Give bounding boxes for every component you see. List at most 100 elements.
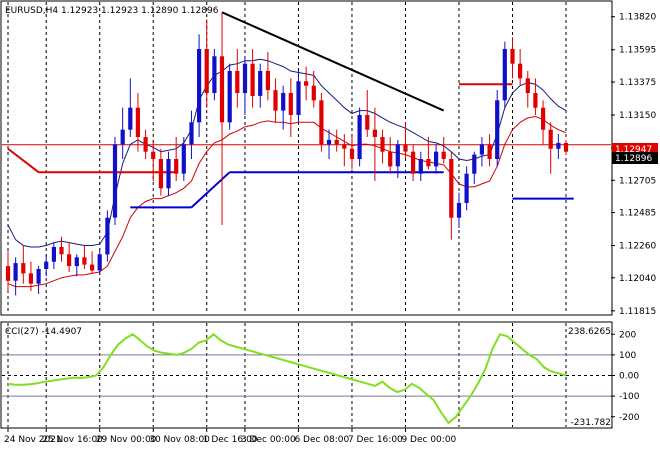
candle-body <box>288 93 293 115</box>
price-layer <box>2 2 611 314</box>
price-tick-label: 1.12705 <box>619 176 656 186</box>
candle-body <box>36 269 41 284</box>
candle-body <box>13 263 18 281</box>
x-tick-label: 6 Dec 08:00 <box>294 435 349 445</box>
candle-body <box>151 151 156 159</box>
cci-tick-label: 0.00 <box>619 372 639 382</box>
candle-body <box>548 129 553 149</box>
candle-body <box>135 107 140 137</box>
candle-body <box>464 173 469 203</box>
candle-body <box>403 144 408 152</box>
candle-body <box>456 203 462 218</box>
candle-body <box>349 148 355 159</box>
candle-body <box>533 93 538 108</box>
candle-body <box>319 100 324 145</box>
candle-body <box>418 159 423 174</box>
candle-body <box>166 159 171 189</box>
candle-body <box>181 144 186 174</box>
cci-tick-label: 200 <box>619 330 636 340</box>
candle-body <box>67 254 72 266</box>
candle-body <box>273 90 278 111</box>
candle-body <box>395 144 400 167</box>
candle-body <box>197 49 202 123</box>
x-tick-label: 3 Dec 00:00 <box>241 435 296 445</box>
envelope-lower-line <box>7 115 567 288</box>
candle-body <box>342 144 347 149</box>
price-tick-label: 1.13150 <box>619 111 656 121</box>
cci-bottom-value: -231.782 <box>571 418 611 428</box>
price-tick-label: 1.13375 <box>619 78 656 88</box>
cci-line <box>7 333 567 425</box>
cci-tick-label: -100 <box>619 392 640 402</box>
candle-body <box>525 78 530 93</box>
cci-layer <box>2 323 611 427</box>
candle-body <box>112 144 118 218</box>
axis-layer: 1.138201.135951.133751.131501.129251.127… <box>4 13 656 445</box>
candle-body <box>311 85 316 101</box>
cci-tick-label: 100 <box>619 351 636 361</box>
candle-body <box>479 144 484 155</box>
candle-body <box>326 139 332 145</box>
candle-body <box>304 81 309 86</box>
candle-body <box>365 115 370 130</box>
candle-body <box>372 129 377 137</box>
cci-tick-label: -200 <box>619 413 640 423</box>
black-price-tag-bg <box>612 152 658 164</box>
candle-body <box>105 217 110 255</box>
candle-body <box>74 257 79 267</box>
candle-body <box>235 71 240 93</box>
candle-body <box>495 100 500 159</box>
candle-body <box>502 49 507 101</box>
candle-body <box>563 142 569 152</box>
symbol-header: EURUSD,H4 1.12923 1.12923 1.12890 1.1289… <box>5 6 219 16</box>
candle-body <box>449 159 454 218</box>
cci-label: CCI(27) -14.4907 <box>5 327 82 337</box>
x-tick-label: 1 Dec 16:00 <box>203 435 258 445</box>
candle-body <box>174 159 179 174</box>
candle-body <box>250 63 255 96</box>
candle-body <box>242 63 248 93</box>
candle-body <box>380 137 385 152</box>
resistance-line <box>7 147 40 173</box>
candle-body <box>90 264 95 271</box>
candle-body <box>219 56 225 123</box>
price-tick-label: 1.12260 <box>619 242 656 252</box>
candle-body <box>97 254 102 271</box>
x-tick-label: 7 Dec 16:00 <box>348 435 403 445</box>
candle-body <box>281 93 286 111</box>
candle-body <box>158 159 163 189</box>
cci-top-value: 238.6265 <box>568 327 611 337</box>
candle-body <box>541 107 546 130</box>
x-tick-label: 9 Dec 00:00 <box>401 435 456 445</box>
candle-body <box>487 144 492 159</box>
candle-body <box>143 137 148 152</box>
candle-body <box>334 139 339 145</box>
candle-body <box>434 151 439 167</box>
candle-body <box>204 49 209 93</box>
price-tick-label: 1.12485 <box>619 209 656 219</box>
x-tick-label: 30 Nov 08:00 <box>149 435 210 445</box>
x-tick-label: 25 Nov 16:00 <box>42 435 103 445</box>
candle-body <box>411 151 416 174</box>
candle-body <box>296 81 301 115</box>
price-tick-label: 1.13820 <box>619 13 656 23</box>
candle-body <box>388 151 393 167</box>
candle-body <box>357 115 362 159</box>
candle-body <box>82 257 87 265</box>
candle-body <box>128 107 133 130</box>
price-panel-frame <box>0 0 613 316</box>
candle-body <box>51 247 56 262</box>
candle-body <box>556 142 561 149</box>
price-tick-label: 1.11815 <box>619 307 656 317</box>
candle-body <box>441 151 446 159</box>
x-tick-label: 24 Nov 2021 <box>4 435 62 445</box>
candle-body <box>120 129 125 145</box>
candle-body <box>518 63 523 79</box>
candle-body <box>212 56 217 93</box>
candle-body <box>44 261 49 269</box>
candle-body <box>258 71 263 96</box>
price-tick-label: 1.13595 <box>619 46 656 56</box>
x-tick-label: 29 Nov 00:00 <box>96 435 157 445</box>
